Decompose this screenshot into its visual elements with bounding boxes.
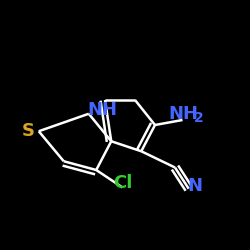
- Text: N: N: [188, 177, 202, 195]
- Text: 2: 2: [194, 111, 203, 125]
- Text: NH: NH: [169, 105, 199, 123]
- Text: Cl: Cl: [113, 174, 132, 192]
- Text: NH: NH: [88, 101, 118, 119]
- Text: S: S: [22, 122, 35, 140]
